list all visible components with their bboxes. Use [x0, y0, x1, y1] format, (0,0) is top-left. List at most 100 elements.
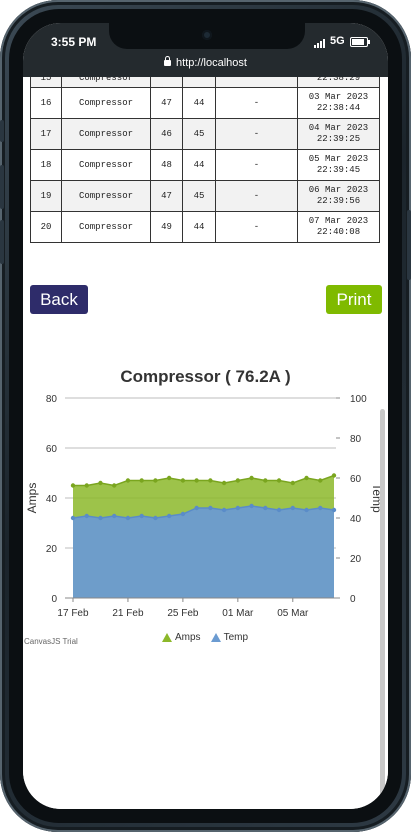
y-tick-label: 0 — [51, 594, 57, 605]
point-amps — [304, 475, 309, 481]
screen: 3:55 PM 5G http://localhost 15 Compresso… — [23, 23, 388, 809]
row-temp: 45 — [182, 118, 216, 150]
row-date: 04 Mar 2023 — [308, 123, 369, 133]
readings-table: 15 Compressor 22:38:29 16 Compressor 47 … — [30, 77, 380, 243]
point-temp — [276, 507, 282, 513]
y-tick-label: 40 — [46, 494, 58, 505]
network-label: 5G — [330, 35, 345, 47]
battery-icon — [350, 37, 370, 47]
point-amps — [263, 478, 268, 483]
legend-item-amps[interactable]: Amps — [162, 632, 201, 643]
chart-title: Compressor ( 76.2A ) — [120, 367, 291, 386]
y2-tick-label: 40 — [350, 514, 362, 525]
point-temp — [180, 511, 186, 517]
point-amps — [70, 483, 76, 488]
status-time: 3:55 PM — [51, 35, 97, 49]
point-temp — [249, 503, 254, 509]
table-row: 19 Compressor 47 45 - 06 Mar 2023 22:39:5… — [30, 180, 380, 212]
row-datetime: 06 Mar 2023 22:39:56 — [297, 180, 380, 212]
status-bar: 3:55 PM 5G http://localhost — [23, 23, 388, 77]
point-amps — [208, 478, 213, 483]
row-device: Compressor — [61, 211, 151, 243]
row-time: 22:39:45 — [316, 165, 361, 175]
signal-icon — [314, 39, 325, 48]
point-temp — [331, 507, 337, 513]
point-temp — [263, 505, 268, 511]
y-tick-label: 80 — [46, 394, 58, 405]
point-temp — [235, 505, 241, 511]
row-device: Compressor — [61, 87, 151, 119]
point-amps — [112, 483, 117, 488]
y2-tick-label: 20 — [350, 554, 362, 565]
print-button[interactable]: Print — [326, 285, 382, 314]
legend-item-temp[interactable]: Temp — [210, 632, 249, 643]
point-temp — [84, 513, 89, 519]
point-temp — [194, 505, 199, 511]
table-row: 16 Compressor 47 44 - 03 Mar 2023 22:38:4… — [30, 87, 380, 119]
triangle-icon — [210, 633, 221, 642]
point-temp — [125, 515, 131, 521]
y2-tick-label: 60 — [350, 474, 362, 485]
point-amps — [166, 475, 172, 481]
row-datetime: 03 Mar 2023 22:38:44 — [297, 87, 380, 119]
row-time: 22:39:56 — [316, 196, 361, 206]
row-amps: 47 — [150, 87, 183, 119]
row-date: 06 Mar 2023 — [308, 185, 369, 195]
row-date: 05 Mar 2023 — [308, 154, 369, 164]
point-amps — [276, 478, 282, 483]
row-index: 19 — [30, 180, 62, 212]
point-amps — [125, 478, 131, 483]
point-amps — [98, 480, 103, 486]
row-amps: 49 — [150, 211, 183, 243]
point-temp — [221, 507, 227, 513]
row-amps: 46 — [150, 118, 183, 150]
point-amps — [153, 478, 158, 483]
x-tick-label: 01 Mar — [222, 608, 254, 619]
row-time: 22:40:08 — [316, 227, 361, 237]
row-amps: 47 — [150, 180, 183, 212]
x-tick-label: 21 Feb — [112, 608, 144, 619]
row-temp: 45 — [182, 180, 216, 212]
point-temp — [304, 507, 309, 513]
point-amps — [194, 478, 199, 483]
back-button[interactable]: Back — [30, 285, 88, 314]
page-content: 15 Compressor 22:38:29 16 Compressor 47 … — [23, 77, 388, 809]
row-index: 18 — [30, 149, 62, 181]
legend-label-temp: Temp — [223, 632, 249, 643]
point-temp — [139, 513, 144, 519]
row-note: - — [215, 87, 298, 119]
point-amps — [235, 478, 241, 483]
chart-legend: Amps Temp — [162, 632, 248, 643]
point-amps — [180, 478, 186, 483]
notch — [109, 23, 305, 49]
row-datetime: 07 Mar 2023 22:40:08 — [297, 211, 380, 243]
row-device: Compressor — [61, 149, 151, 181]
point-temp — [318, 505, 323, 511]
scrollbar[interactable] — [380, 409, 385, 809]
url-text: http://localhost — [176, 57, 247, 69]
volume-up-button — [0, 165, 4, 209]
lock-icon — [164, 56, 172, 66]
point-temp — [98, 515, 103, 521]
point-amps — [84, 483, 89, 488]
point-temp — [290, 505, 295, 511]
row-index: 20 — [30, 211, 62, 243]
row-time: 22:38:44 — [316, 103, 361, 113]
row-device: Compressor — [61, 118, 151, 150]
point-amps — [290, 480, 295, 486]
point-temp — [153, 515, 158, 521]
point-temp — [166, 513, 172, 519]
row-date: 07 Mar 2023 — [308, 216, 369, 226]
x-tick-label: 25 Feb — [167, 608, 199, 619]
point-amps — [221, 480, 227, 486]
point-temp — [112, 513, 117, 519]
row-datetime: 04 Mar 2023 22:39:25 — [297, 118, 380, 150]
row-amps: 48 — [150, 149, 183, 181]
point-amps — [331, 473, 337, 478]
watermark: CanvasJS Trial — [24, 637, 78, 646]
area-temp — [73, 506, 334, 598]
y-axis-title: Amps — [25, 483, 39, 514]
address-bar[interactable]: http://localhost — [23, 56, 388, 69]
